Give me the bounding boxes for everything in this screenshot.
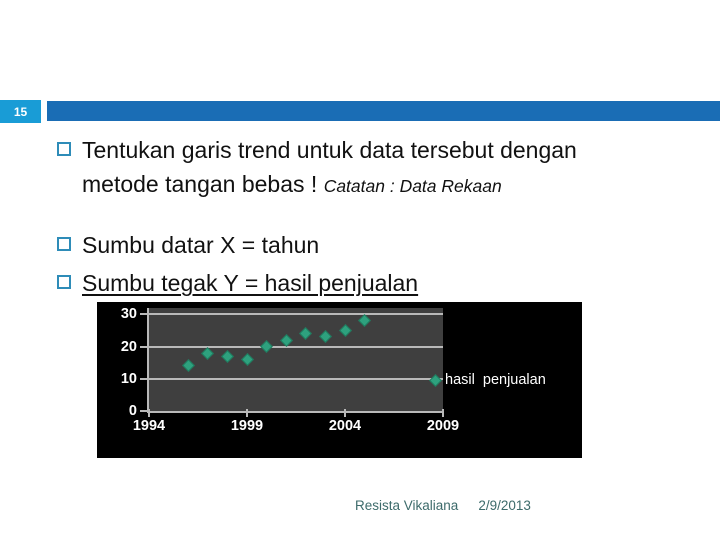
bullet-main-text: Tentukan garis trend untuk data tersebut… <box>82 137 577 197</box>
x-axis-label: 2009 <box>426 418 460 434</box>
x-axis-tick <box>148 409 150 417</box>
y-axis-tick <box>140 345 147 348</box>
bullet-item: Tentukan garis trend untuk data tersebut… <box>57 133 587 203</box>
bullet-main-text: Sumbu datar X = tahun <box>82 232 320 258</box>
data-point-diamond <box>221 349 234 363</box>
data-point-diamond <box>181 359 195 373</box>
bullet-text: Sumbu datar X = tahun <box>82 228 319 262</box>
bullet-text: Sumbu tegak Y = hasil penjualan <box>82 266 418 300</box>
legend-label: hasil penjualan <box>445 372 546 388</box>
data-point-diamond <box>299 327 313 341</box>
chart-plot-area: 0 10 20 30 1994 1999 2004 2009 <box>121 306 459 434</box>
data-point-diamond <box>201 346 215 360</box>
data-point-diamond <box>240 353 254 366</box>
x-axis-label: 1999 <box>230 418 264 434</box>
sales-trend-chart: 0 10 20 30 1994 1999 2004 2009 hasil penjualan <box>97 302 582 458</box>
data-point-diamond <box>338 324 352 337</box>
y-axis-tick <box>140 313 147 316</box>
y-axis-label: 10 <box>120 370 137 387</box>
y-axis-tick <box>140 377 147 380</box>
bullet-item: Sumbu datar X = tahun <box>57 228 319 262</box>
slide-number-badge: 15 <box>0 100 41 123</box>
data-point-diamond <box>319 330 332 344</box>
bullet-text: Tentukan garis trend untuk data tersebut… <box>82 133 587 203</box>
header-accent-bar <box>47 101 720 121</box>
gridline <box>149 345 443 348</box>
legend-marker-icon <box>429 373 442 387</box>
y-axis-label: 20 <box>120 338 137 355</box>
data-point-diamond <box>260 340 273 353</box>
bullet-item: Sumbu tegak Y = hasil penjualan <box>57 266 418 300</box>
bullet-square-icon <box>57 142 71 156</box>
y-axis-tick <box>140 410 147 412</box>
x-axis-tick <box>442 409 444 417</box>
bullet-square-icon <box>57 275 71 289</box>
x-axis-label: 1994 <box>132 418 166 434</box>
chart-legend: hasil penjualan <box>429 372 546 388</box>
footer-author: Resista Vikaliana <box>355 498 459 513</box>
y-axis-label: 30 <box>120 306 137 323</box>
x-axis-tick <box>344 409 346 417</box>
bullet-square-icon <box>57 237 71 251</box>
x-axis-tick <box>246 409 248 417</box>
gridline <box>149 377 443 380</box>
footer-date: 2/9/2013 <box>478 498 531 513</box>
y-axis-label: 0 <box>128 403 137 419</box>
bullet-note-text: Catatan : Data Rekaan <box>323 176 502 196</box>
slide-footer: Resista Vikaliana 2/9/2013 <box>355 498 531 513</box>
bullet-main-text: Sumbu tegak Y = hasil penjualan <box>82 270 419 296</box>
gridline <box>149 313 443 316</box>
x-axis-label: 2004 <box>328 418 362 434</box>
data-point-diamond <box>358 314 371 328</box>
